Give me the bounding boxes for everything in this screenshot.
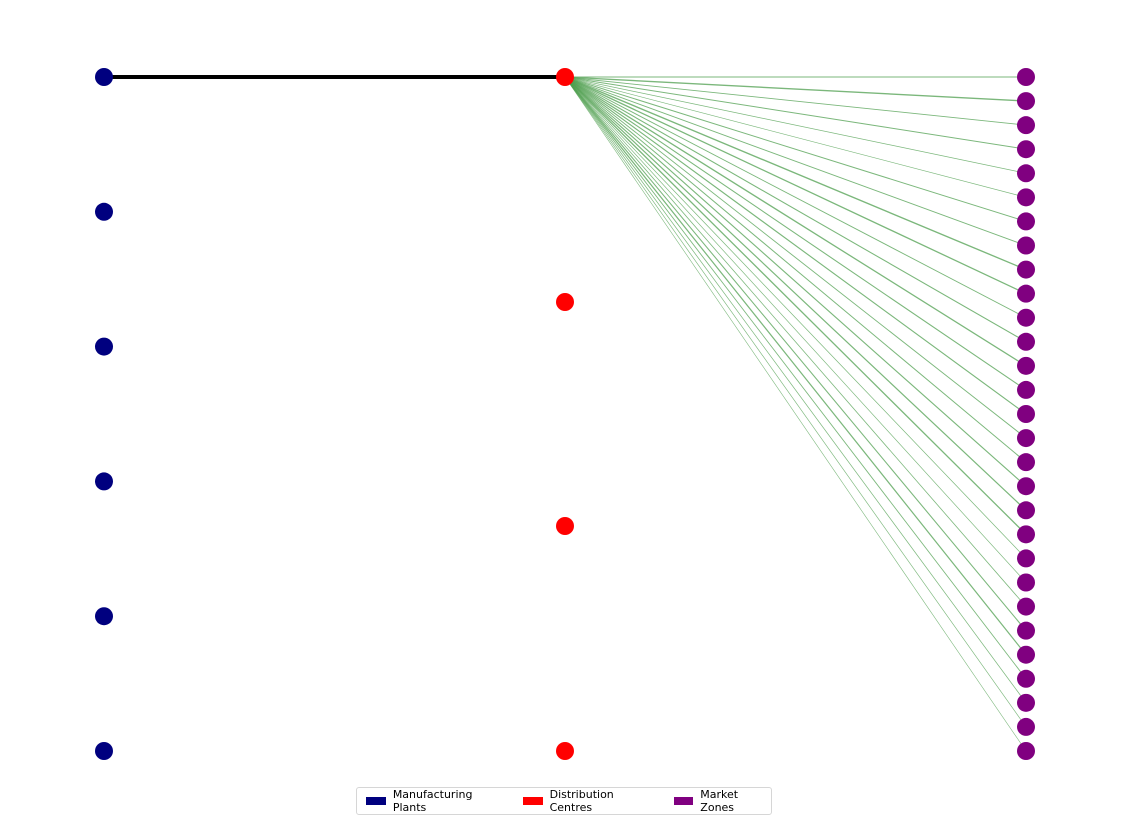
market-zone-node-8 [1017,236,1035,255]
flow-dc1-market15 [564,76,1027,415]
market-zone-node-25 [1017,645,1035,664]
plant-node-6 [95,742,113,760]
flow-dc1-market5 [564,76,1027,174]
market-zone-node-20 [1017,525,1035,544]
market-zone-node-18 [1017,477,1035,496]
flow-dc1-market28 [564,76,1027,728]
flow-dc1-market12 [564,76,1027,343]
flow-dc1-market19 [564,76,1027,511]
market-zone-node-28 [1017,717,1035,736]
market-zone-node-16 [1017,429,1035,448]
market-zone-node-12 [1017,332,1035,351]
flow-dc1-market24 [564,76,1027,631]
market-zone-node-3 [1017,116,1035,135]
market-zone-node-19 [1017,501,1035,520]
flow-dc1-market3 [564,76,1027,126]
flow-dc1-market26 [564,76,1027,680]
market-zone-node-22 [1017,573,1035,592]
market-zone-node-13 [1017,356,1035,375]
legend-swatch-distribution-centres [522,797,543,805]
distribution-centre-node-2 [556,293,574,311]
flow-edges [104,75,1027,752]
market-zone-node-24 [1017,621,1035,640]
flow-dc1-market8 [564,76,1027,246]
market-zone-node-5 [1017,164,1035,183]
flow-dc1-market16 [564,76,1027,439]
flow-dc1-market22 [564,76,1027,583]
flow-dc1-market13 [564,76,1027,367]
legend-label-distribution-centres: Distribution Centres [549,788,614,814]
market-zone-node-10 [1017,284,1035,303]
market-zone-node-4 [1017,140,1035,159]
market-zone-node-17 [1017,453,1035,472]
flow-dc1-market9 [564,76,1027,271]
flow-dc1-market18 [564,76,1027,487]
legend-swatch-plants [366,797,386,805]
legend-entry-plants: Manufacturing Plants [366,788,503,814]
market-zone-node-1 [1017,68,1035,86]
market-zone-node-14 [1017,380,1035,399]
legend-entry-market-zones: Market Zones [673,788,771,814]
market-zone-node-29 [1017,742,1035,760]
flow-dc1-market4 [564,76,1027,150]
plant-node-1 [95,68,113,86]
flow-dc1-market11 [564,76,1027,319]
flow-dc1-market27 [564,76,1027,704]
network-nodes [95,68,1035,760]
plant-node-2 [95,202,113,221]
distribution-centre-node-3 [556,517,574,535]
flow-dc1-market23 [564,76,1027,607]
legend: Manufacturing Plants Distribution Centre… [356,787,772,815]
market-zone-node-15 [1017,405,1035,423]
plant-node-3 [95,337,113,356]
market-zone-node-27 [1017,693,1035,712]
distribution-centre-node-1 [556,68,574,86]
flow-dc1-market14 [564,76,1027,391]
market-zone-node-7 [1017,212,1035,231]
flow-dc1-market6 [564,76,1027,198]
market-zone-node-11 [1017,308,1035,327]
market-zone-node-6 [1017,188,1035,207]
market-zone-node-26 [1017,669,1035,688]
market-zone-node-9 [1017,260,1035,279]
flow-dc1-market21 [564,76,1027,559]
flow-dc1-market7 [564,76,1027,222]
flow-dc1-market2 [564,76,1027,102]
market-zone-node-2 [1017,92,1035,111]
flow-dc1-market10 [564,76,1027,295]
flow-dc1-market29 [564,76,1027,752]
legend-entry-distribution-centres: Distribution Centres [522,788,654,814]
distribution-centre-node-4 [556,742,574,760]
flow-dc1-market25 [564,76,1027,656]
legend-swatch-market-zones [673,797,694,805]
legend-label-market-zones: Market Zones [700,788,739,814]
plant-node-4 [95,472,113,491]
flow-dc1-market20 [564,76,1027,535]
legend-label-plants: Manufacturing Plants [392,788,473,814]
flow-dc1-market17 [564,76,1027,463]
plant-node-5 [95,607,113,626]
market-zone-node-21 [1017,549,1035,568]
market-zone-node-23 [1017,597,1035,616]
